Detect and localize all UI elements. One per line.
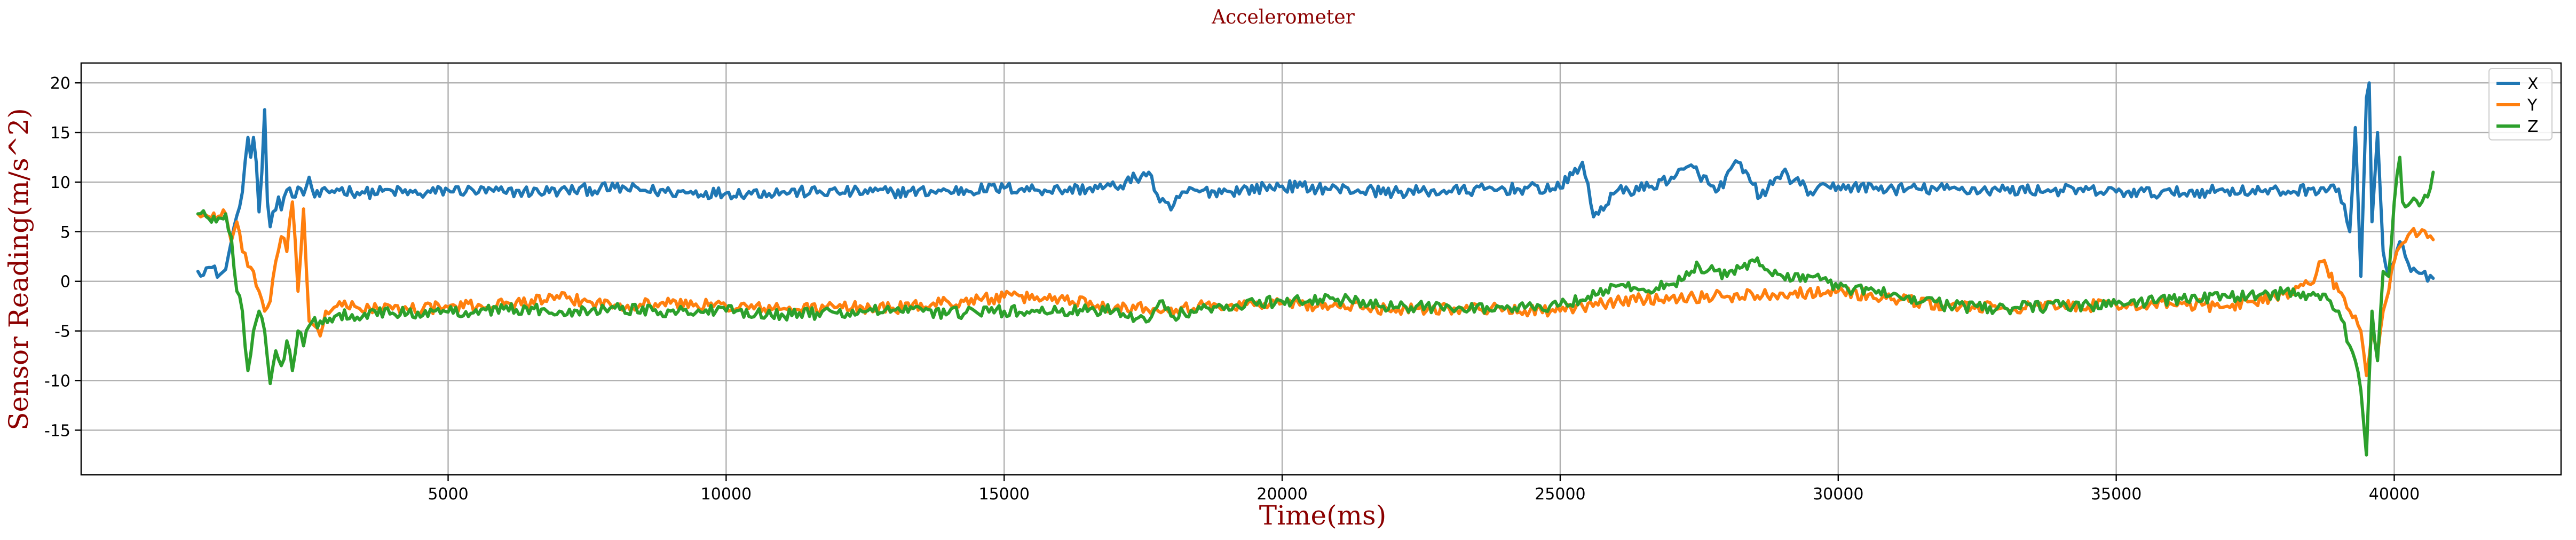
x-tick-label: 25000	[1535, 485, 1585, 504]
legend-label-z: Z	[2527, 118, 2539, 136]
y-tick-label: -15	[44, 421, 70, 440]
legend-label-y: Y	[2527, 96, 2538, 115]
series-line-x	[196, 81, 2435, 283]
legend-label-x: X	[2527, 75, 2539, 93]
grid-lines	[81, 63, 2561, 475]
x-axis-label: Time(ms)	[1259, 500, 1386, 531]
series-layer	[196, 81, 2435, 457]
y-tick-label: 5	[60, 223, 70, 242]
x-tick-label: 40000	[2369, 485, 2420, 504]
x-axis: 5000 10000 15000 20000 25000 30000 35000 40000	[428, 475, 2420, 504]
legend: XYZ	[2488, 68, 2553, 140]
y-tick-label: -10	[44, 372, 70, 391]
legend-box	[2488, 68, 2553, 140]
y-tick-label: 15	[50, 124, 70, 143]
x-tick-label: 10000	[701, 485, 752, 504]
x-tick-label: 35000	[2091, 485, 2142, 504]
x-tick-label: 15000	[979, 485, 1030, 504]
y-tick-label: 10	[50, 174, 70, 192]
y-axis-label: Sensor Reading(m/s^2)	[3, 108, 34, 431]
series-line-y	[196, 200, 2435, 378]
y-tick-label: -5	[54, 323, 70, 341]
x-tick-label: 5000	[428, 485, 468, 504]
chart-title: Accelerometer	[1211, 6, 1355, 28]
x-tick-label: 30000	[1813, 485, 1863, 504]
plot-frame	[80, 62, 2562, 476]
y-tick-label: 20	[50, 74, 70, 93]
y-axis: -15 -10 -5 0 5 10 15 20	[44, 74, 81, 440]
y-tick-label: 0	[60, 273, 70, 292]
x-tick-label: 20000	[1257, 485, 1307, 504]
series-line-z	[196, 155, 2435, 457]
